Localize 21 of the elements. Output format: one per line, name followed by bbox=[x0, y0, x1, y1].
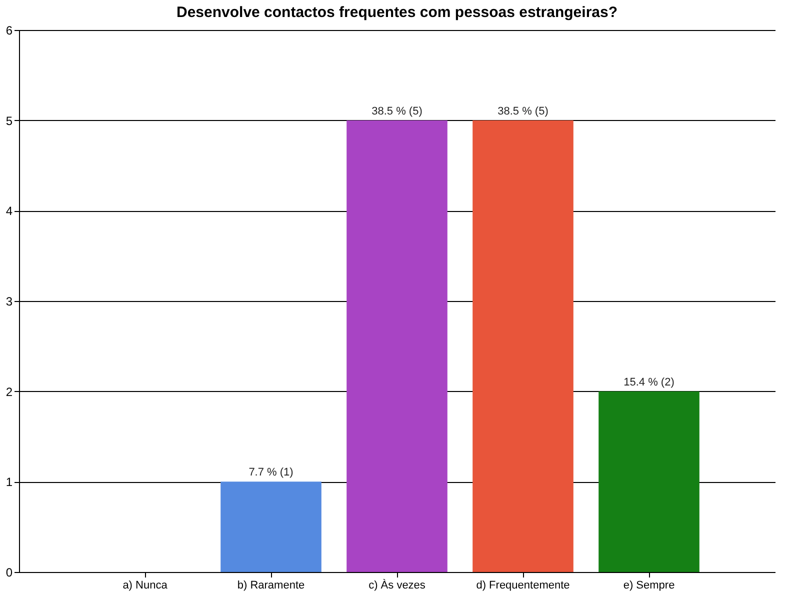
x-tick-label: a) Nunca bbox=[122, 580, 168, 592]
y-tick-label: 3 bbox=[6, 294, 13, 308]
y-tick-label: 5 bbox=[6, 114, 13, 128]
y-tick-label: 0 bbox=[6, 566, 13, 580]
bar bbox=[346, 120, 448, 572]
bar bbox=[472, 120, 574, 572]
y-tick-label: 4 bbox=[6, 204, 13, 218]
y-tick-label: 2 bbox=[6, 384, 13, 399]
x-tick-label: c) Às vezes bbox=[368, 578, 426, 592]
bar bbox=[598, 391, 700, 572]
data-label: 38.5 % (5) bbox=[372, 105, 422, 118]
chart-title: Desenvolve contactos frequentes com pessoas estrangeiras? bbox=[176, 4, 618, 21]
data-label: 15.4 % (2) bbox=[624, 376, 674, 388]
x-tick-label: b) Raramente bbox=[237, 580, 305, 592]
x-tick-label: d) Frequentemente bbox=[476, 580, 570, 592]
data-label: 38.5 % (5) bbox=[498, 105, 548, 118]
bar bbox=[220, 482, 322, 572]
y-tick-label: 6 bbox=[6, 24, 13, 38]
data-label: 7.7 % (1) bbox=[248, 466, 294, 479]
y-tick-label: 1 bbox=[6, 475, 13, 490]
x-tick-label: e) Sempre bbox=[623, 580, 675, 592]
